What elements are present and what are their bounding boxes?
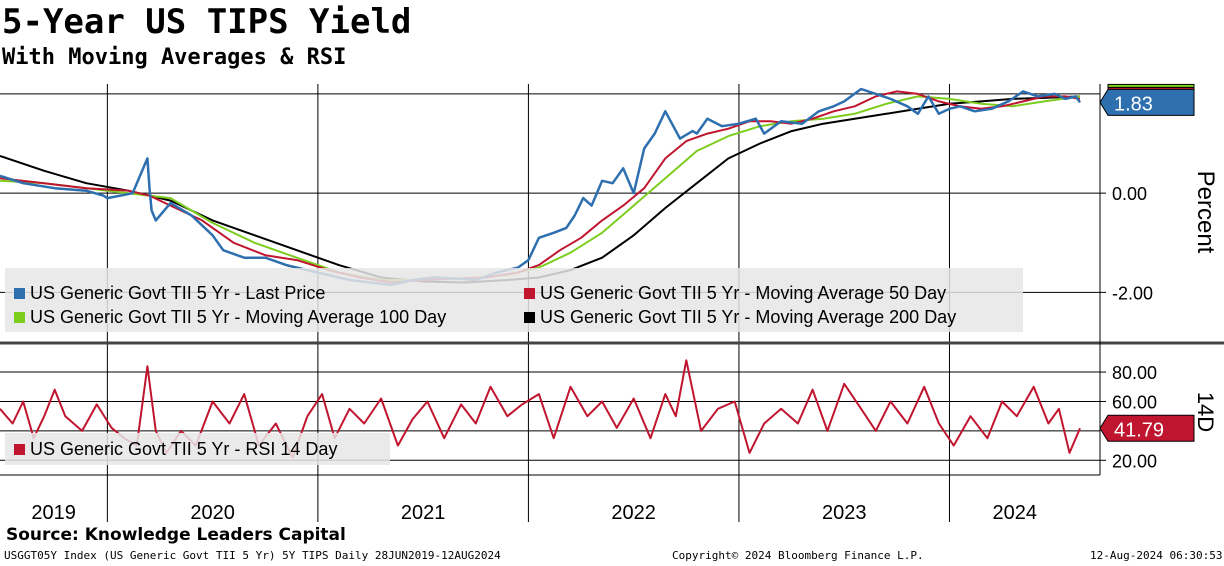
rsi-tick-label: 20.00	[1112, 451, 1157, 471]
x-tick-label: 2022	[611, 502, 656, 524]
price-tick-label: 0.00	[1112, 184, 1147, 204]
x-tick-label: 2019	[31, 502, 76, 524]
rsi-line	[0, 359, 1081, 459]
rsi-value: 41.79	[1099, 414, 1195, 442]
legend-rsi-swatch	[14, 444, 25, 455]
legend-ma100: US Generic Govt TII 5 Yr - Moving Averag…	[30, 307, 446, 327]
last-price-value: 1.83	[1099, 88, 1195, 116]
legend-rsi: US Generic Govt TII 5 Yr - RSI 14 Day	[30, 439, 337, 459]
last-price-value-text: 1.83	[1114, 93, 1153, 115]
legend-ma50-swatch	[524, 288, 535, 299]
rsi-tick-label: 80.00	[1112, 363, 1157, 383]
timestamp: 12-Aug-2024 06:30:53	[1090, 549, 1223, 562]
rsi-value-box	[1099, 414, 1195, 442]
legend-ma100-swatch	[14, 312, 25, 323]
legend-ma200-swatch	[524, 312, 535, 323]
x-tick-label: 2020	[190, 502, 235, 524]
source-note: Source: Knowledge Leaders Capital	[6, 525, 346, 545]
rsi-tick-label: 60.00	[1112, 392, 1157, 412]
rsi-value-text: 41.79	[1114, 419, 1164, 441]
ma100-line	[0, 95, 1081, 281]
legend-last-price: US Generic Govt TII 5 Yr - Last Price	[30, 283, 325, 303]
legend-ma50: US Generic Govt TII 5 Yr - Moving Averag…	[540, 283, 946, 303]
legend-layer: US Generic Govt TII 5 Yr - Last Price US …	[5, 268, 1023, 465]
legend-ma200: US Generic Govt TII 5 Yr - Moving Averag…	[540, 307, 956, 327]
ma50-line	[0, 90, 1081, 284]
ma200-line	[0, 95, 1081, 284]
last-price-line	[0, 87, 1082, 287]
price-tick-label: -2.00	[1112, 283, 1153, 303]
rsi-axis-label: 14D	[1193, 392, 1218, 432]
price-axis-label: Percent	[1192, 171, 1219, 254]
price-legend-box	[5, 268, 1023, 332]
series-layer	[0, 87, 1082, 459]
last-price-value-box	[1099, 88, 1195, 116]
legend-last-price-swatch	[14, 288, 25, 299]
rsi-legend-box	[5, 433, 390, 465]
chart-subtitle: With Moving Averages & RSI	[2, 45, 347, 70]
x-tick-label: 2023	[822, 502, 867, 524]
chart-title: 5-Year US TIPS Yield	[2, 2, 412, 42]
copyright-note: Copyright© 2024 Bloomberg Finance L.P.	[672, 549, 924, 562]
x-tick-label: 2024	[992, 502, 1037, 524]
index-info: USGGT05Y Index (US Generic Govt TII 5 Yr…	[4, 549, 501, 562]
x-tick-label: 2021	[401, 502, 446, 524]
axis-layer: -2.00 0.00 20.00 60.00 80.00 Percent 14D 1.83 41…	[31, 83, 1219, 524]
